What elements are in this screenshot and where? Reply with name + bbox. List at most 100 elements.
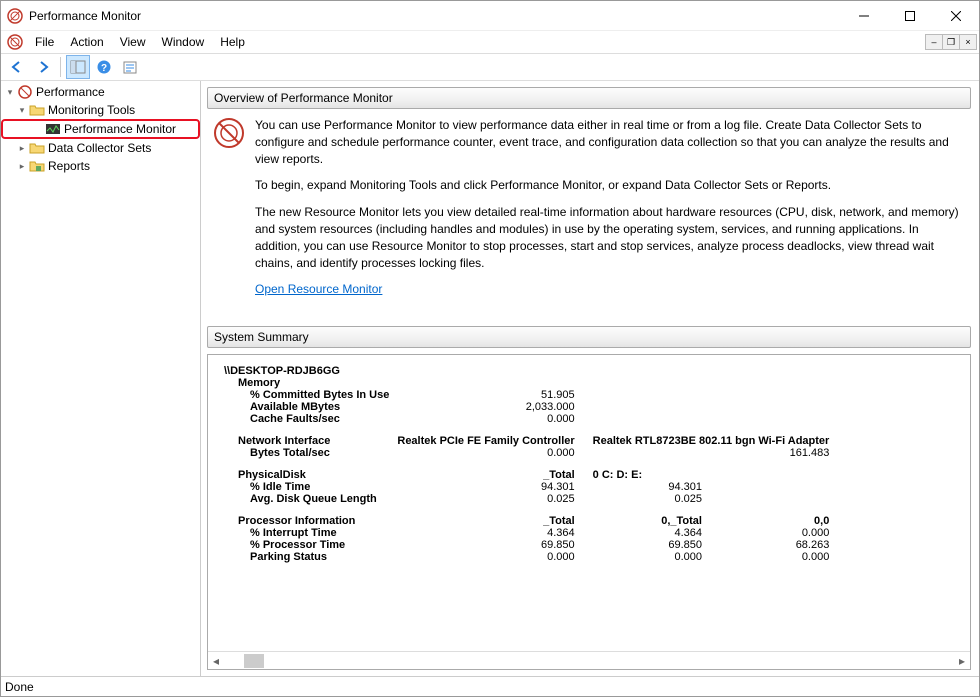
disk-category: PhysicalDisk [220, 469, 393, 481]
net-col1: Realtek PCIe FE Family Controller [393, 435, 578, 447]
expand-icon[interactable]: ▾ [3, 87, 17, 98]
expand-icon[interactable]: ▾ [15, 105, 29, 116]
toolbar-separator [60, 57, 61, 77]
disk-queue-v1: 0.025 [393, 493, 578, 505]
proc-category: Processor Information [220, 515, 393, 527]
summary-box: \\DESKTOP-RDJB6GG Memory % Committed Byt… [207, 354, 971, 670]
net-col2: Realtek RTL8723BE 802.11 bgn Wi-Fi Adapt… [579, 435, 834, 447]
menu-help[interactable]: Help [212, 33, 253, 51]
forward-button[interactable] [31, 55, 55, 79]
summary-table: \\DESKTOP-RDJB6GG Memory % Committed Byt… [220, 365, 833, 563]
net-bytes-v1: 0.000 [393, 447, 578, 459]
disk-col1: _Total [393, 469, 578, 481]
overview-p3: The new Resource Monitor lets you view d… [255, 204, 965, 271]
scroll-left-arrow[interactable]: ◂ [208, 653, 224, 669]
summary-scroll-area[interactable]: \\DESKTOP-RDJB6GG Memory % Committed Byt… [208, 355, 970, 651]
proc-cpu-v1: 69.850 [393, 539, 578, 551]
menu-view[interactable]: View [112, 33, 154, 51]
tree-pane: ▾ Performance ▾ Monitoring Tools Perform… [1, 81, 201, 676]
mem-cache-val: 0.000 [393, 413, 578, 425]
menu-window[interactable]: Window [154, 33, 213, 51]
status-text: Done [5, 680, 34, 694]
close-button[interactable] [933, 1, 979, 31]
disk-idle-label: % Idle Time [220, 481, 393, 493]
properties-button[interactable] [118, 55, 142, 79]
summary-panel: System Summary \\DESKTOP-RDJB6GG Memory … [207, 326, 971, 670]
net-bytes-v2: 161.483 [706, 447, 833, 459]
proc-int-v2: 4.364 [579, 527, 706, 539]
scroll-right-arrow[interactable]: ▸ [954, 653, 970, 669]
memory-category: Memory [220, 377, 393, 389]
overview-p1: You can use Performance Monitor to view … [255, 117, 965, 167]
proc-cpu-v3: 68.263 [706, 539, 833, 551]
window-title: Performance Monitor [29, 9, 841, 23]
disk-idle-v2: 94.301 [579, 481, 706, 493]
expand-icon[interactable]: ▸ [15, 161, 29, 172]
app-icon [7, 8, 23, 24]
tree-root-performance[interactable]: ▾ Performance [1, 83, 200, 101]
disk-col2: 0 C: D: E: [579, 469, 706, 481]
tree-root-label: Performance [36, 85, 105, 99]
toolbar: ? [1, 53, 979, 81]
proc-park-v1: 0.000 [393, 551, 578, 563]
statusbar: Done [1, 676, 979, 696]
proc-int-label: % Interrupt Time [220, 527, 393, 539]
help-button[interactable]: ? [92, 55, 116, 79]
proc-park-v3: 0.000 [706, 551, 833, 563]
app-icon-small [7, 34, 23, 50]
content-pane: Overview of Performance Monitor You can … [201, 81, 979, 676]
disk-queue-v2: 0.025 [579, 493, 706, 505]
summary-header: System Summary [207, 326, 971, 348]
net-bytes-label: Bytes Total/sec [220, 447, 393, 459]
proc-park-label: Parking Status [220, 551, 393, 563]
proc-int-v1: 4.364 [393, 527, 578, 539]
menubar: File Action View Window Help – ❐ × [1, 31, 979, 53]
disk-queue-label: Avg. Disk Queue Length [220, 493, 393, 505]
tree-performance-monitor[interactable]: Performance Monitor [1, 119, 200, 139]
proc-col3: 0,0 [706, 515, 833, 527]
overview-header: Overview of Performance Monitor [207, 87, 971, 109]
open-resource-monitor-link[interactable]: Open Resource Monitor [255, 282, 382, 296]
reports-icon [29, 158, 45, 174]
tree-reports[interactable]: ▸ Reports [1, 157, 200, 175]
scroll-thumb[interactable] [244, 654, 264, 668]
mdi-minimize-button[interactable]: – [925, 34, 943, 50]
folder-icon [29, 102, 45, 118]
titlebar: Performance Monitor [1, 1, 979, 31]
proc-col1: _Total [393, 515, 578, 527]
overview-panel: Overview of Performance Monitor You can … [207, 87, 971, 318]
svg-text:?: ? [101, 63, 107, 74]
mdi-close-button[interactable]: × [959, 34, 977, 50]
proc-cpu-v2: 69.850 [579, 539, 706, 551]
menu-action[interactable]: Action [62, 33, 111, 51]
tree-reports-label: Reports [48, 159, 90, 173]
tree-data-collector-sets[interactable]: ▸ Data Collector Sets [1, 139, 200, 157]
tree-dcs-label: Data Collector Sets [48, 141, 151, 155]
mdi-restore-button[interactable]: ❐ [942, 34, 960, 50]
machine-name: \\DESKTOP-RDJB6GG [220, 365, 833, 377]
horizontal-scrollbar[interactable]: ◂ ▸ [208, 651, 970, 669]
menu-file[interactable]: File [27, 33, 62, 51]
overview-p2: To begin, expand Monitoring Tools and cl… [255, 177, 965, 194]
tree-perfmon-label: Performance Monitor [64, 122, 176, 136]
proc-cpu-label: % Processor Time [220, 539, 393, 551]
show-hide-tree-button[interactable] [66, 55, 90, 79]
proc-int-v3: 0.000 [706, 527, 833, 539]
mem-committed-val: 51.905 [393, 389, 578, 401]
perfmon-icon [45, 121, 61, 137]
main-body: ▾ Performance ▾ Monitoring Tools Perform… [1, 81, 979, 676]
net-category: Network Interface [220, 435, 393, 447]
overview-icon [213, 117, 245, 149]
back-button[interactable] [5, 55, 29, 79]
proc-park-v2: 0.000 [579, 551, 706, 563]
proc-col2: 0,_Total [579, 515, 706, 527]
tree-monitoring-label: Monitoring Tools [48, 103, 135, 117]
mem-available-val: 2,033.000 [393, 401, 578, 413]
minimize-button[interactable] [841, 1, 887, 31]
maximize-button[interactable] [887, 1, 933, 31]
expand-icon[interactable]: ▸ [15, 143, 29, 154]
tree-monitoring-tools[interactable]: ▾ Monitoring Tools [1, 101, 200, 119]
disk-idle-v1: 94.301 [393, 481, 578, 493]
folder-icon [29, 140, 45, 156]
mem-available-label: Available MBytes [220, 401, 393, 413]
